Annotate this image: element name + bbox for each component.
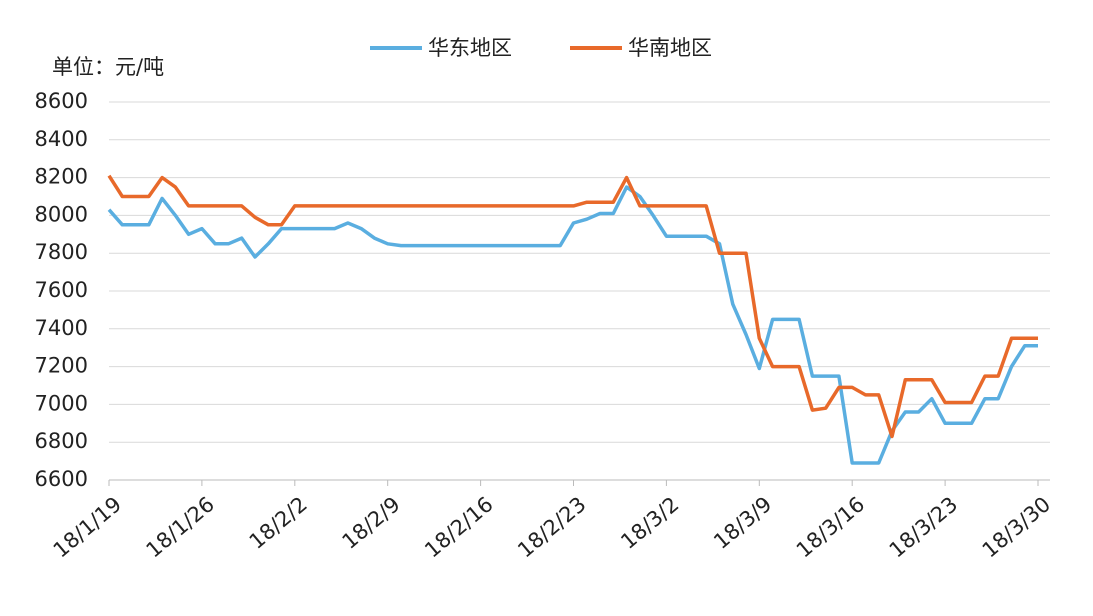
y-tick-label: 7200 <box>35 354 88 378</box>
y-tick-label: 8600 <box>35 89 88 113</box>
y-tick-label: 7000 <box>35 391 88 415</box>
y-tick-label: 7600 <box>35 278 88 302</box>
legend-label: 华东地区 <box>428 36 512 60</box>
x-tick-label: 18/2/23 <box>513 492 590 562</box>
y-tick-label: 6600 <box>35 467 88 491</box>
x-tick-label: 18/1/26 <box>142 492 219 562</box>
series-line <box>107 174 1038 439</box>
x-tick-label: 18/3/2 <box>616 492 683 554</box>
y-axis-label: 单位：元/吨 <box>52 55 164 79</box>
y-tick-label: 6800 <box>35 429 88 453</box>
x-tick-label: 18/3/16 <box>792 492 869 562</box>
x-tick-label: 18/3/23 <box>885 492 962 562</box>
y-tick-label: 8400 <box>35 127 88 151</box>
y-tick-label: 7400 <box>35 316 88 340</box>
x-tick-label: 18/2/9 <box>338 492 405 554</box>
y-tick-label: 7800 <box>35 240 88 264</box>
legend-label: 华南地区 <box>628 36 712 60</box>
x-tick-label: 18/3/30 <box>978 492 1055 562</box>
x-tick-label: 18/2/16 <box>420 492 497 562</box>
x-tick-label: 18/1/19 <box>49 492 126 562</box>
x-tick-label: 18/2/2 <box>245 492 312 554</box>
y-tick-label: 8000 <box>35 202 88 226</box>
y-tick-label: 8200 <box>35 165 88 189</box>
series-line <box>107 185 1038 465</box>
x-tick-label: 18/3/9 <box>709 492 776 554</box>
